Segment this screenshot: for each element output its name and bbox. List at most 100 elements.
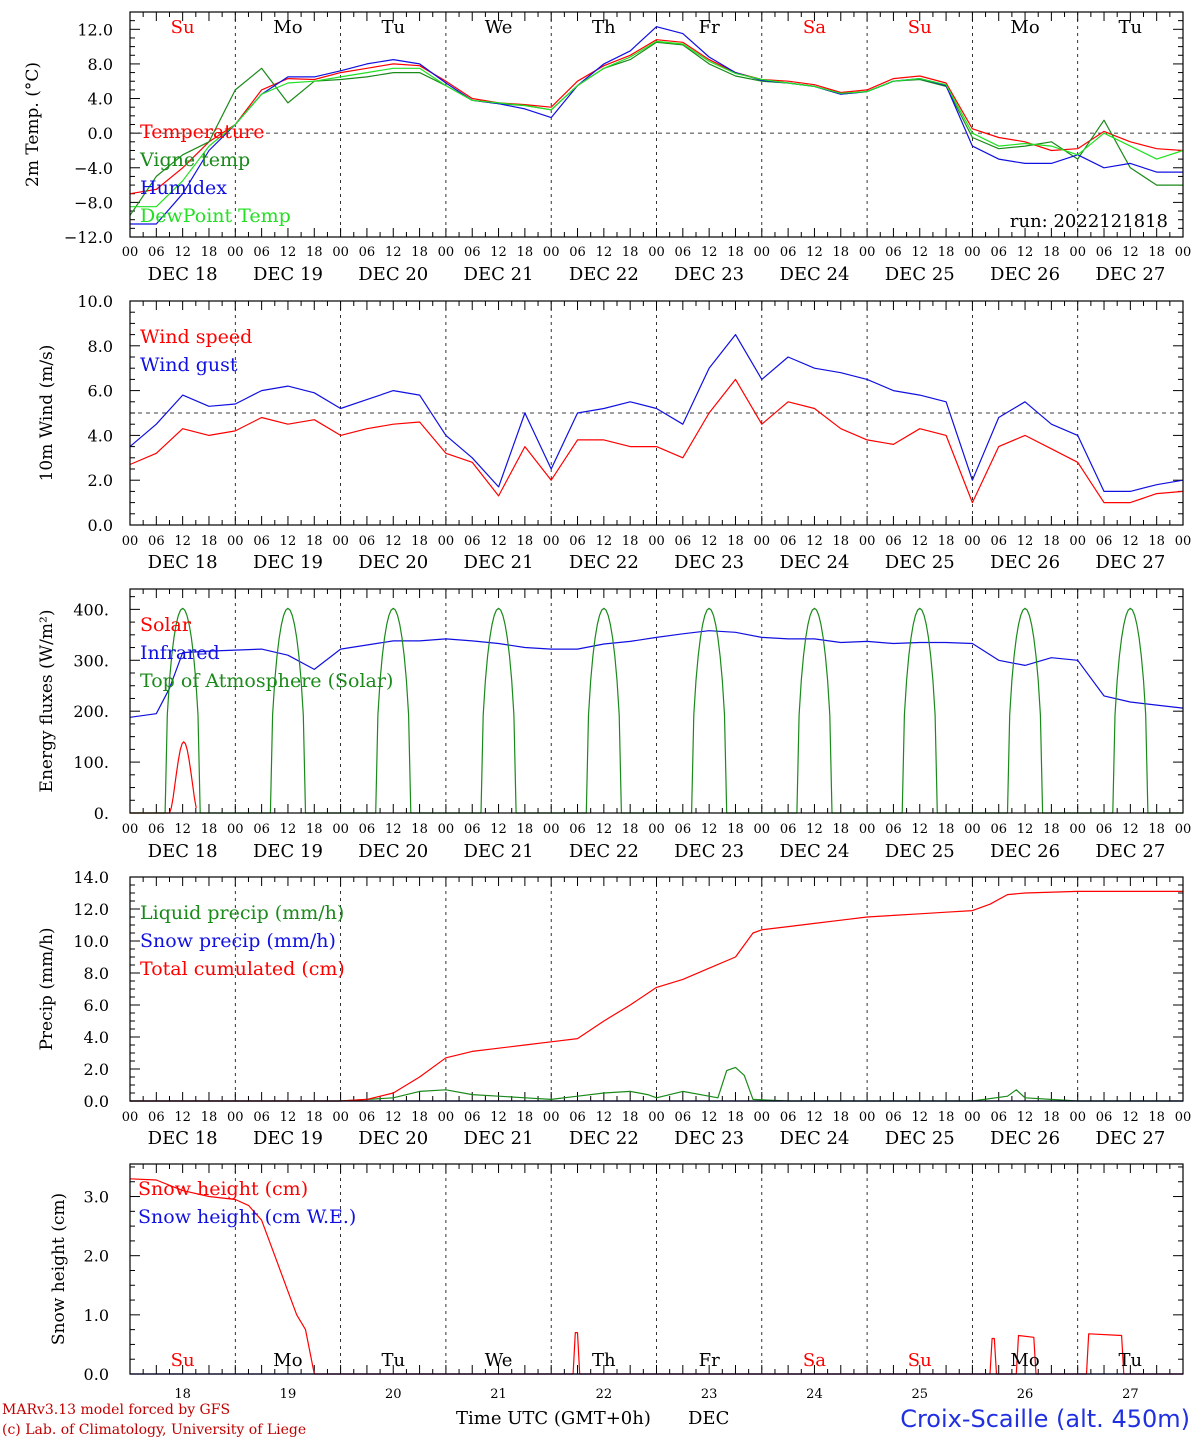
date-label: DEC 23 bbox=[674, 264, 744, 285]
weekday-label: Su bbox=[171, 17, 195, 38]
hour-tick-label: 06 bbox=[1096, 822, 1113, 837]
date-label: DEC 22 bbox=[569, 552, 639, 573]
hour-tick-label: 00 bbox=[1069, 534, 1086, 549]
date-label: DEC 21 bbox=[464, 552, 534, 573]
hour-tick-label: 18 bbox=[622, 534, 639, 549]
hour-tick-label: 18 bbox=[201, 822, 218, 837]
hour-tick-label: 00 bbox=[964, 245, 981, 260]
weekday-label: Th bbox=[592, 1350, 616, 1371]
hour-tick-label: 00 bbox=[859, 822, 876, 837]
y-tick-label: 8.0 bbox=[88, 337, 113, 356]
hour-tick-label: 12 bbox=[174, 245, 191, 260]
date-label: DEC 20 bbox=[358, 264, 428, 285]
hour-tick-label: 06 bbox=[359, 245, 376, 260]
plot-frame bbox=[129, 1163, 1184, 1375]
date-label: DEC 26 bbox=[990, 841, 1060, 862]
hour-tick-label: 00 bbox=[1175, 1110, 1192, 1125]
series-line-temperature bbox=[129, 39, 1184, 195]
hour-tick-label: 00 bbox=[122, 822, 139, 837]
hour-tick-label: 00 bbox=[754, 822, 771, 837]
hour-tick-label: 00 bbox=[1069, 245, 1086, 260]
hour-tick-label: 00 bbox=[648, 534, 665, 549]
hour-tick-label: 06 bbox=[1096, 245, 1113, 260]
hour-tick-label: 06 bbox=[990, 822, 1007, 837]
series-line-infrared bbox=[129, 630, 1184, 718]
hour-tick-label: 06 bbox=[464, 534, 481, 549]
hour-tick-label: 12 bbox=[1122, 245, 1139, 260]
hour-tick-label: 00 bbox=[332, 1110, 349, 1125]
weekday-label: Tu bbox=[1119, 17, 1143, 38]
legend-entry: Snow height (cm) bbox=[138, 1178, 308, 1200]
hour-tick-label: 12 bbox=[280, 1110, 297, 1125]
hour-tick-label: 18 bbox=[1043, 534, 1060, 549]
hour-tick-label: 12 bbox=[701, 822, 718, 837]
hour-tick-label: 18 bbox=[411, 534, 428, 549]
hour-tick-label: 18 bbox=[1043, 245, 1060, 260]
hour-tick-label: 12 bbox=[806, 1110, 823, 1125]
y-tick-label: 2.0 bbox=[88, 471, 113, 490]
y-tick-label: 2.0 bbox=[84, 1060, 109, 1079]
hour-tick-label: 06 bbox=[569, 822, 586, 837]
y-axis-label: 2m Temp. (°C) bbox=[23, 62, 43, 187]
hour-tick-label: 12 bbox=[280, 822, 297, 837]
legend-entry: DewPoint Temp bbox=[140, 205, 291, 227]
date-label: DEC 19 bbox=[253, 264, 323, 285]
model-credit: MARv3.13 model forced by GFS bbox=[2, 1402, 230, 1418]
date-label: DEC 22 bbox=[569, 841, 639, 862]
hour-tick-label: 12 bbox=[1017, 1110, 1034, 1125]
legend-entry: Liquid precip (mm/h) bbox=[140, 902, 344, 924]
station-name: Croix-Scaille (alt. 450m) bbox=[900, 1405, 1190, 1433]
hour-tick-label: 00 bbox=[438, 534, 455, 549]
hour-tick-label: 12 bbox=[280, 245, 297, 260]
weekday-label: Su bbox=[908, 1350, 932, 1371]
hour-tick-label: 06 bbox=[148, 245, 165, 260]
hour-tick-label: 00 bbox=[122, 1110, 139, 1125]
hour-tick-label: 18 bbox=[1148, 1110, 1165, 1125]
hour-tick-label: 06 bbox=[675, 822, 692, 837]
y-tick-label: 4.0 bbox=[88, 426, 113, 445]
hour-tick-label: 00 bbox=[859, 245, 876, 260]
date-label: DEC 18 bbox=[148, 841, 218, 862]
hour-tick-label: 06 bbox=[359, 1110, 376, 1125]
hour-tick-label: 12 bbox=[596, 534, 613, 549]
series-line-humidex bbox=[130, 26, 1183, 225]
date-label: DEC 27 bbox=[1095, 841, 1165, 862]
date-label: DEC 25 bbox=[885, 552, 955, 573]
y-tick-label: −12.0 bbox=[64, 228, 113, 247]
y-tick-label: 4.0 bbox=[88, 90, 113, 109]
date-label: DEC 18 bbox=[148, 552, 218, 573]
hour-tick-label: 00 bbox=[543, 534, 560, 549]
hour-tick-label: 12 bbox=[701, 1110, 718, 1125]
hour-tick-label: 00 bbox=[1175, 534, 1192, 549]
hour-tick-label: 12 bbox=[490, 822, 507, 837]
weekday-label: Su bbox=[171, 1350, 195, 1371]
hour-tick-label: 18 bbox=[411, 822, 428, 837]
y-tick-label: 4.0 bbox=[84, 1028, 109, 1047]
day-number-label: 20 bbox=[385, 1387, 402, 1402]
legend-entry: Humidex bbox=[140, 177, 227, 199]
hour-tick-label: 00 bbox=[332, 534, 349, 549]
weekday-label: Tu bbox=[1119, 1350, 1143, 1371]
x-axis-month: DEC bbox=[688, 1408, 729, 1429]
hour-tick-label: 12 bbox=[280, 534, 297, 549]
lab-credit: (c) Lab. of Climatology, University of L… bbox=[2, 1422, 306, 1438]
hour-tick-label: 18 bbox=[727, 1110, 744, 1125]
date-label: DEC 27 bbox=[1095, 264, 1165, 285]
hour-tick-label: 06 bbox=[885, 245, 902, 260]
y-tick-label: 400. bbox=[73, 600, 109, 619]
hour-tick-label: 06 bbox=[253, 534, 270, 549]
date-label: DEC 26 bbox=[990, 1128, 1060, 1149]
legend-entry: Wind gust bbox=[140, 354, 238, 376]
series-line-vigne-temp bbox=[129, 41, 1183, 216]
hour-tick-label: 18 bbox=[938, 1110, 955, 1125]
y-tick-label: 8.0 bbox=[84, 964, 109, 983]
hour-tick-label: 12 bbox=[701, 534, 718, 549]
y-axis-label: Snow height (cm) bbox=[49, 1193, 69, 1345]
date-label: DEC 26 bbox=[990, 552, 1060, 573]
date-label: DEC 19 bbox=[253, 552, 323, 573]
legend-entry: Infrared bbox=[140, 642, 220, 664]
legend-entry: Snow height (cm W.E.) bbox=[138, 1206, 356, 1228]
date-label: DEC 23 bbox=[674, 841, 744, 862]
hour-tick-label: 18 bbox=[306, 534, 323, 549]
day-number-label: 23 bbox=[701, 1387, 718, 1402]
